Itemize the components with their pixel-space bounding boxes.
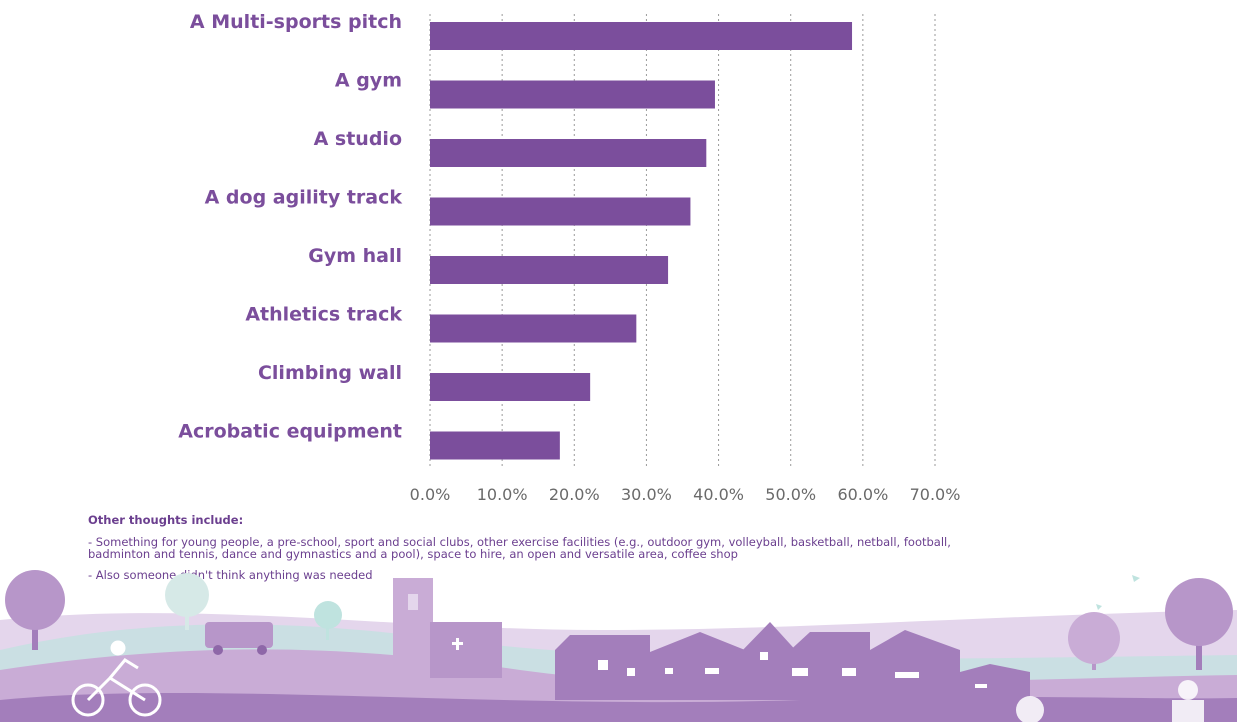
tree-icon <box>165 573 209 630</box>
x-tick-label: 30.0% <box>621 485 672 504</box>
notes-heading: Other thoughts include: <box>88 513 244 527</box>
tree-icon <box>1068 612 1120 670</box>
notes-item-2: - Also someone didn't think anything was… <box>88 568 373 582</box>
x-tick-label: 70.0% <box>910 485 961 504</box>
category-label: A studio <box>314 128 402 150</box>
bar <box>430 197 691 226</box>
tree-icon <box>5 570 65 650</box>
notes-section: Other thoughts include: - Something for … <box>88 514 988 590</box>
bar <box>430 22 853 50</box>
tree-icon <box>314 601 342 640</box>
x-tick-label: 20.0% <box>549 485 600 504</box>
houses-icon <box>555 622 1030 700</box>
bird-icon <box>1096 575 1140 610</box>
category-label: A Multi-sports pitch <box>190 11 402 33</box>
church-icon <box>393 578 502 678</box>
bar <box>430 314 637 343</box>
category-label: Athletics track <box>245 304 402 326</box>
category-label: A dog agility track <box>205 187 403 209</box>
bar <box>430 80 715 109</box>
cyclist-icon <box>71 640 162 717</box>
village-landscape-illustration <box>0 570 1237 722</box>
category-label: Climbing wall <box>258 362 402 384</box>
bar <box>430 139 707 167</box>
category-label: Gym hall <box>308 245 402 267</box>
bar <box>430 256 669 284</box>
x-tick-label: 0.0% <box>410 485 451 504</box>
category-label: Acrobatic equipment <box>178 421 402 443</box>
x-tick-label: 10.0% <box>477 485 528 504</box>
bar <box>430 431 560 460</box>
notes-item-1: - Something for young people, a pre-scho… <box>88 535 951 561</box>
x-tick-label: 60.0% <box>837 485 888 504</box>
category-label: A gym <box>335 70 402 92</box>
x-tick-label: 40.0% <box>693 485 744 504</box>
cyclist-icon <box>1016 680 1204 722</box>
house-windows <box>598 652 987 688</box>
foreground-hill <box>0 692 1237 722</box>
bars <box>430 22 853 460</box>
x-tick-label: 50.0% <box>765 485 816 504</box>
van-icon <box>205 622 273 655</box>
x-axis-ticks: 0.0% 10.0% 20.0% 30.0% 40.0% 50.0% 60.0% 70.0% <box>410 485 961 504</box>
category-labels: A Multi-sports pitch A gym A studio A dog a… <box>178 11 402 443</box>
tree-icon <box>1165 578 1233 670</box>
bar <box>430 373 591 401</box>
bar-chart: A Multi-sports pitch A gym A studio A dog a… <box>178 11 961 504</box>
